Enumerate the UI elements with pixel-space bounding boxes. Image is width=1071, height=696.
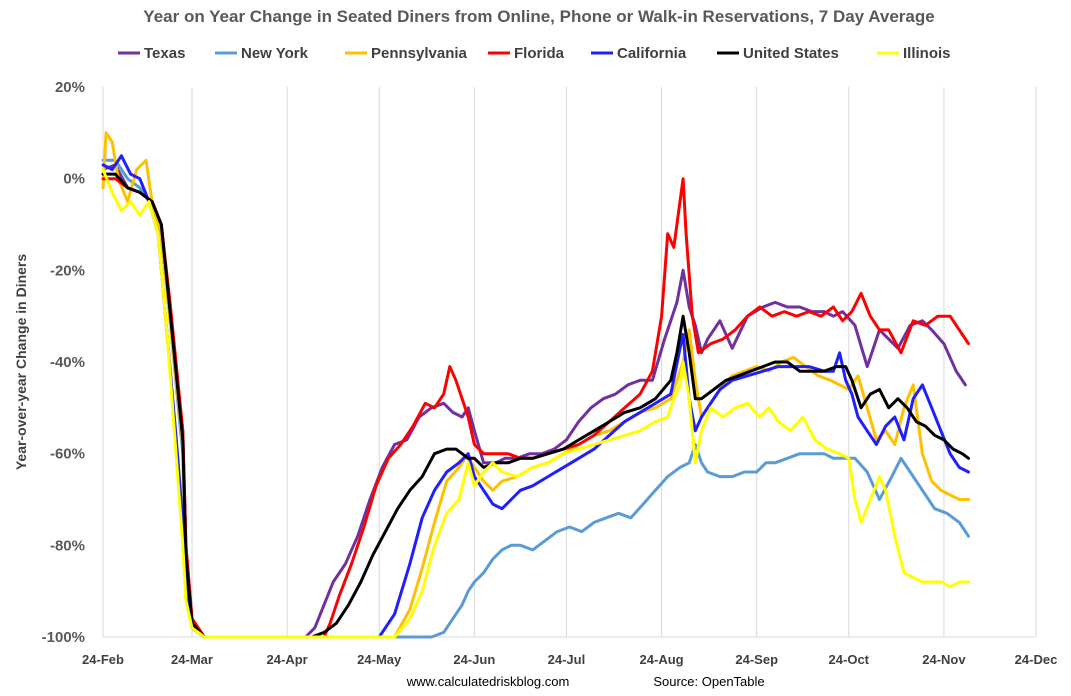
- y-axis-tick-labels: 20% 0% -20% -40% -60% -80% -100%: [42, 79, 85, 646]
- y-tick-label: -20%: [50, 262, 85, 279]
- y-axis-title: Year-over-year Change in Diners: [13, 254, 29, 471]
- series-line-illinois: [101, 168, 970, 639]
- series-line-united-states: [101, 172, 970, 639]
- x-tick-label: 24-Oct: [829, 652, 870, 667]
- legend-label: Florida: [514, 45, 565, 62]
- legend: Texas New York Pennsylvania Florida Californ…: [118, 45, 951, 62]
- legend-label: Texas: [144, 45, 185, 62]
- y-tick-label: -40%: [50, 354, 85, 371]
- x-tick-label: 24-Mar: [171, 652, 213, 667]
- legend-label: United States: [743, 45, 839, 62]
- x-axis-tick-labels: 24-Feb 24-Mar 24-Apr 24-May 24-Jun 24-Jul 24-A…: [82, 652, 1057, 667]
- series-line-california: [101, 154, 970, 639]
- legend-label: Pennsylvania: [371, 45, 468, 62]
- vertical-gridlines: [102, 87, 1037, 637]
- y-tick-label: 20%: [55, 79, 85, 96]
- x-tick-label: 24-Jul: [548, 652, 586, 667]
- legend-label: California: [617, 45, 687, 62]
- x-tick-label: 24-May: [357, 652, 402, 667]
- x-tick-label: 24-Aug: [640, 652, 684, 667]
- series-line-new-york: [101, 158, 970, 639]
- series-line-florida: [101, 177, 970, 639]
- y-tick-label: -100%: [42, 629, 85, 646]
- y-tick-label: -80%: [50, 537, 85, 554]
- footer-source-credit: Source: OpenTable: [653, 674, 764, 689]
- x-tick-label: 24-Nov: [922, 652, 966, 667]
- x-tick-label: 24-Feb: [82, 652, 124, 667]
- series-lines: [101, 131, 970, 639]
- x-tick-label: 24-Sep: [735, 652, 778, 667]
- chart-title: Year on Year Change in Seated Diners fro…: [143, 7, 934, 26]
- footer-source-url: www.calculatedriskblog.com: [406, 674, 570, 689]
- legend-label: New York: [241, 45, 309, 62]
- y-tick-label: -60%: [50, 446, 85, 463]
- series-line-pennsylvania: [101, 131, 970, 639]
- y-tick-label: 0%: [63, 171, 85, 188]
- legend-label: Illinois: [903, 45, 951, 62]
- series-line-texas: [101, 163, 967, 639]
- x-tick-label: 24-Dec: [1015, 652, 1058, 667]
- x-tick-label: 24-Apr: [267, 652, 308, 667]
- x-tick-label: 24-Jun: [453, 652, 495, 667]
